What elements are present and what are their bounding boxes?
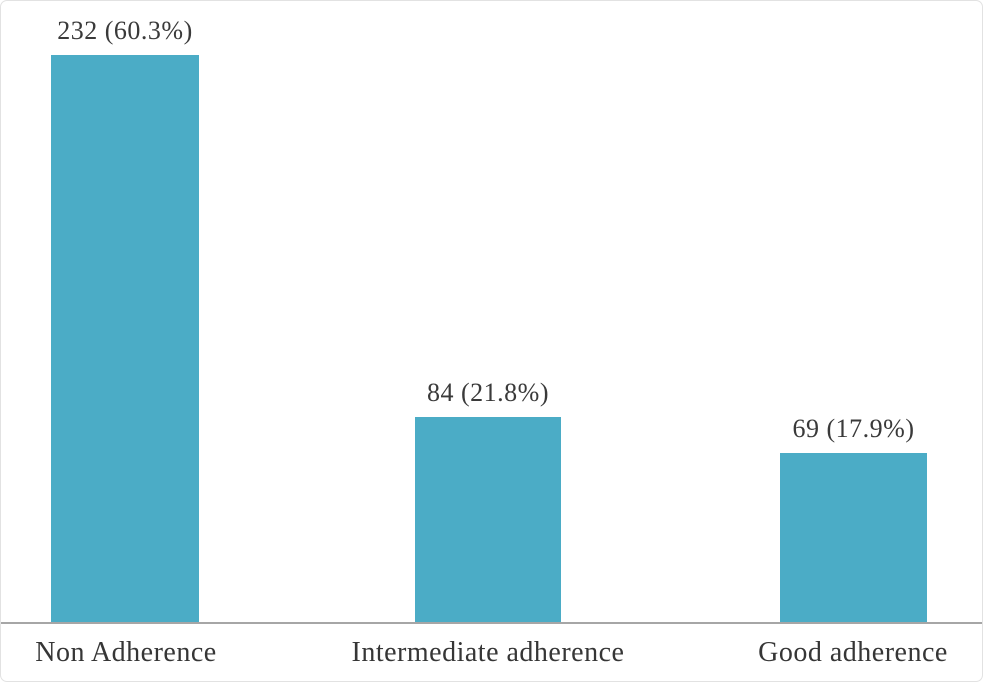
category-label-good-adherence: Good adherence bbox=[758, 636, 948, 668]
x-axis-line bbox=[1, 622, 982, 624]
bar-rect-good-adherence bbox=[780, 453, 927, 622]
bar-value-label-intermediate-adherence: 84 (21.8%) bbox=[427, 378, 549, 407]
bar-group-non-adherence: 232 (60.3%) bbox=[51, 16, 199, 622]
bar-group-intermediate-adherence: 84 (21.8%) bbox=[415, 378, 561, 622]
bar-rect-intermediate-adherence bbox=[415, 417, 561, 622]
category-label-non-adherence: Non Adherence bbox=[35, 636, 217, 668]
x-axis-category-row: Non Adherence Intermediate adherence Goo… bbox=[1, 624, 982, 681]
bar-rect-non-adherence bbox=[51, 55, 199, 622]
plot-area: 232 (60.3%) 84 (21.8%) 69 (17.9%) bbox=[1, 1, 982, 622]
bar-value-label-good-adherence: 69 (17.9%) bbox=[792, 414, 915, 443]
category-label-intermediate-adherence: Intermediate adherence bbox=[351, 636, 625, 668]
bar-value-label-non-adherence: 232 (60.3%) bbox=[57, 16, 193, 45]
bar-group-good-adherence: 69 (17.9%) bbox=[780, 414, 927, 622]
